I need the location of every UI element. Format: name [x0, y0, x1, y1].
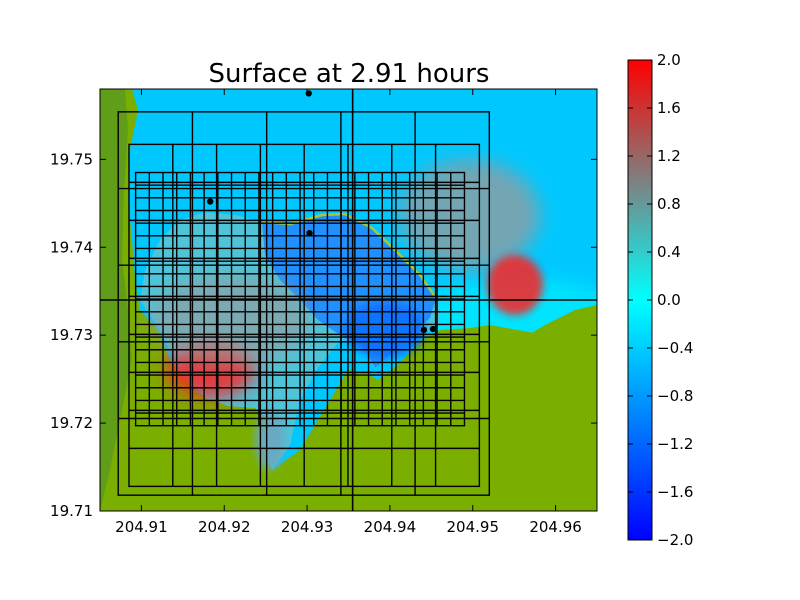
- colorbar: 2.0 1.6 1.2 0.8 0.4 0.0 −0.4 −0.8 −1.2 −1.6 −2.0: [627, 51, 693, 549]
- chart-title: Surface at 2.91 hours: [209, 59, 490, 89]
- x-tick-label: 204.96: [529, 518, 582, 536]
- x-tick-label: 204.92: [198, 518, 251, 536]
- x-tick-label: 204.91: [115, 518, 168, 536]
- colorbar-tick-label: 2.0: [657, 51, 681, 69]
- land-east-shore: [490, 305, 597, 355]
- gauge-marker: [306, 229, 313, 237]
- gauge-marker: [206, 198, 214, 205]
- y-axis: 19.71 19.72 19.73 19.74 19.75: [50, 150, 597, 520]
- plot-frame: [99, 88, 598, 512]
- colorbar-ticks: 2.0 1.6 1.2 0.8 0.4 0.0 −0.4 −0.8 −1.2 −1.6 −2.0: [628, 51, 693, 549]
- colorbar-tick-label: 1.2: [657, 147, 681, 165]
- colorbar-tick-label: 0.4: [657, 243, 681, 261]
- amr-level2-box: [117, 111, 491, 496]
- y-tick-label: 19.74: [50, 238, 93, 256]
- gauge-marker: [420, 326, 428, 334]
- colorbar-tick-label: −1.2: [657, 435, 693, 453]
- plot-area: [100, 89, 597, 511]
- colorbar-tick-label: 1.6: [657, 99, 681, 117]
- deep-low-surge: [345, 302, 425, 358]
- x-axis: 204.91 204.92 204.93 204.94 204.95 204.96: [115, 89, 582, 536]
- x-tick-label: 204.95: [447, 518, 500, 536]
- y-tick-label: 19.72: [50, 414, 93, 432]
- channel-surge: [255, 410, 285, 470]
- x-tick-label: 204.93: [281, 518, 334, 536]
- y-tick-label: 19.73: [50, 326, 93, 344]
- amr-grid-lines: [100, 89, 597, 511]
- colorbar-tick-label: −1.6: [657, 483, 693, 501]
- x-tick-label: 204.94: [364, 518, 417, 536]
- y-tick-label: 19.71: [50, 502, 93, 520]
- gauge-marker: [429, 325, 437, 333]
- colorbar-tick-label: −2.0: [657, 531, 693, 549]
- colorbar-tick-label: 0.8: [657, 195, 681, 213]
- offshore-grey-surge: [400, 160, 540, 270]
- gauge-marker: [305, 90, 312, 97]
- offshore-red-surge: [487, 255, 543, 315]
- colorbar-tick-label: −0.8: [657, 387, 693, 405]
- colorbar-tick-label: −0.4: [657, 339, 693, 357]
- y-tick-label: 19.75: [50, 150, 93, 168]
- colorbar-tick-label: 0.0: [657, 291, 681, 309]
- land-west: [100, 89, 597, 511]
